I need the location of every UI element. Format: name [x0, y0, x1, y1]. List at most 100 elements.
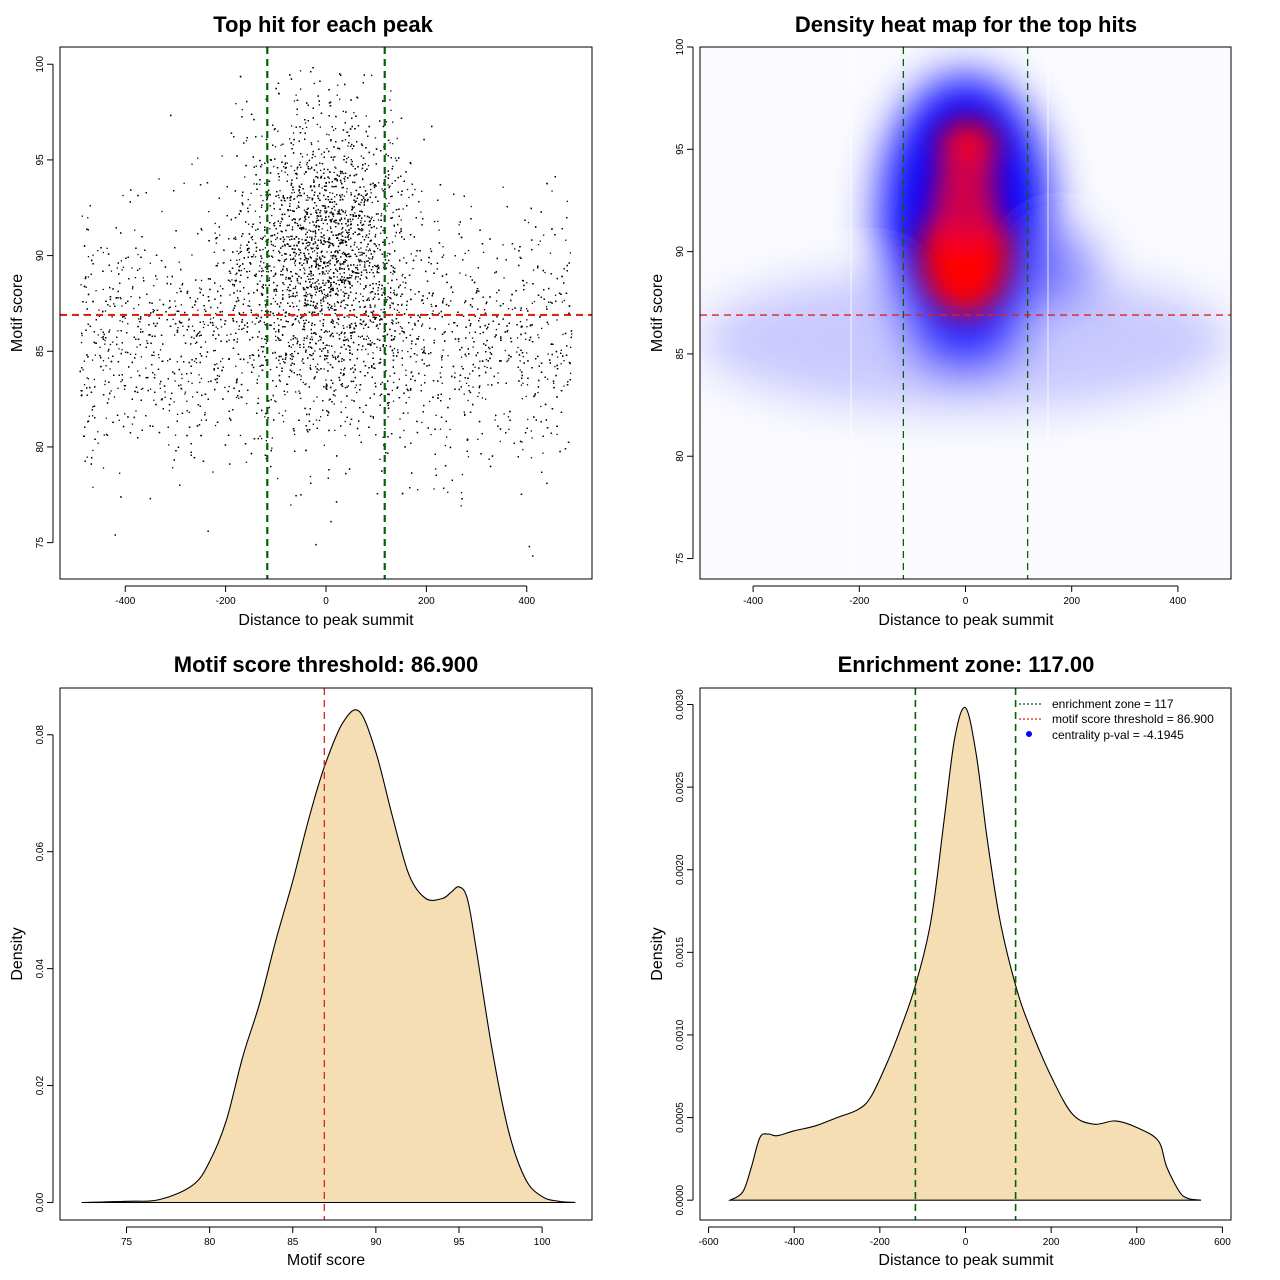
scatter-point — [353, 206, 355, 208]
scatter-point — [390, 90, 392, 92]
scatter-point — [102, 467, 105, 469]
scatter-point — [311, 197, 313, 199]
scatter-point — [302, 381, 304, 384]
scatter-point — [303, 173, 306, 175]
scatter-point — [328, 399, 330, 401]
scatter-point — [302, 319, 305, 322]
scatter-point — [426, 297, 428, 300]
scatter-point — [310, 354, 312, 357]
scatter-point — [247, 361, 249, 364]
scatter-point — [508, 428, 510, 430]
scatter-point — [112, 341, 114, 343]
scatter-point — [547, 353, 549, 355]
scatter-point — [174, 300, 176, 302]
scatter-point — [464, 252, 466, 254]
scatter-point — [233, 284, 236, 286]
scatter-point — [343, 276, 345, 279]
scatter-point — [486, 366, 488, 369]
scatter-point — [334, 395, 336, 397]
scatter-point — [264, 416, 266, 418]
scatter-point — [354, 212, 356, 214]
scatter-point — [353, 244, 355, 246]
scatter-point — [254, 323, 256, 325]
scatter-point — [336, 269, 338, 271]
scatter-point — [363, 200, 366, 203]
scatter-point — [282, 421, 285, 423]
scatter-point — [264, 323, 266, 326]
scatter-point — [280, 144, 282, 146]
scatter-point — [142, 387, 144, 390]
scatter-point — [312, 251, 314, 253]
scatter-point — [280, 221, 282, 223]
scatter-point — [398, 378, 400, 380]
scatter-point — [261, 164, 263, 166]
scatter-point — [447, 355, 449, 357]
scatter-point — [485, 359, 488, 361]
scatter-point — [348, 231, 350, 233]
scatter-point — [277, 130, 279, 132]
scatter-point — [300, 88, 302, 90]
scatter-point — [290, 346, 292, 348]
scatter-point — [146, 340, 148, 342]
scatter-point — [314, 294, 317, 296]
scatter-point — [408, 396, 410, 399]
scatter-point — [92, 415, 94, 417]
scatter-point — [333, 171, 335, 174]
scatter-point — [376, 227, 378, 229]
scatter-point — [346, 188, 348, 190]
scatter-point — [439, 428, 442, 430]
scatter-point — [306, 194, 308, 197]
scatter-point — [454, 372, 456, 374]
scatter-point — [322, 222, 324, 225]
scatter-point — [277, 477, 279, 480]
scatter-point — [293, 100, 296, 102]
scatter-point — [303, 262, 305, 265]
scatter-point — [411, 343, 413, 345]
scatter-point — [362, 236, 364, 238]
scatter-point — [320, 175, 323, 177]
scatter-point — [200, 419, 203, 421]
scatter-point — [348, 316, 350, 318]
scatter-point — [228, 385, 230, 388]
scatter-point — [386, 333, 389, 335]
scatter-point — [101, 336, 103, 339]
scatter-point — [422, 352, 424, 354]
scatter-point — [315, 263, 317, 266]
scatter-point — [339, 273, 341, 275]
scatter-point — [347, 338, 349, 340]
scatter-point — [215, 242, 217, 244]
scatter-point — [214, 424, 217, 427]
scatter-point — [352, 271, 354, 274]
scatter-point — [306, 164, 308, 166]
scatter-point — [390, 291, 392, 294]
scatter-point — [384, 428, 386, 430]
scatter-point — [267, 271, 269, 273]
scatter-point — [331, 192, 334, 194]
scatter-point — [273, 129, 275, 131]
scatter-point — [503, 277, 505, 279]
scatter-point — [297, 205, 299, 207]
scatter-point — [216, 363, 218, 365]
scatter-point — [391, 241, 394, 243]
scatter-point — [290, 339, 292, 341]
scatter-point — [384, 353, 386, 355]
scatter-point — [335, 250, 337, 252]
scatter-point — [326, 262, 328, 264]
scatter-point — [323, 444, 325, 446]
scatter-point — [154, 374, 156, 376]
scatter-point — [288, 294, 290, 296]
scatter-point — [393, 347, 396, 350]
scatter-point — [86, 456, 88, 458]
scatter-point — [281, 218, 284, 221]
scatter-point — [560, 363, 562, 365]
chart-title: Top hit for each peak — [213, 12, 433, 37]
scatter-point — [293, 198, 295, 200]
scatter-point — [386, 255, 388, 257]
scatter-point — [390, 271, 392, 274]
scatter-point — [290, 235, 292, 237]
scatter-point — [393, 339, 395, 341]
scatter-point — [356, 246, 358, 248]
scatter-point — [164, 396, 166, 398]
scatter-point — [121, 321, 124, 323]
scatter-point — [373, 296, 376, 298]
